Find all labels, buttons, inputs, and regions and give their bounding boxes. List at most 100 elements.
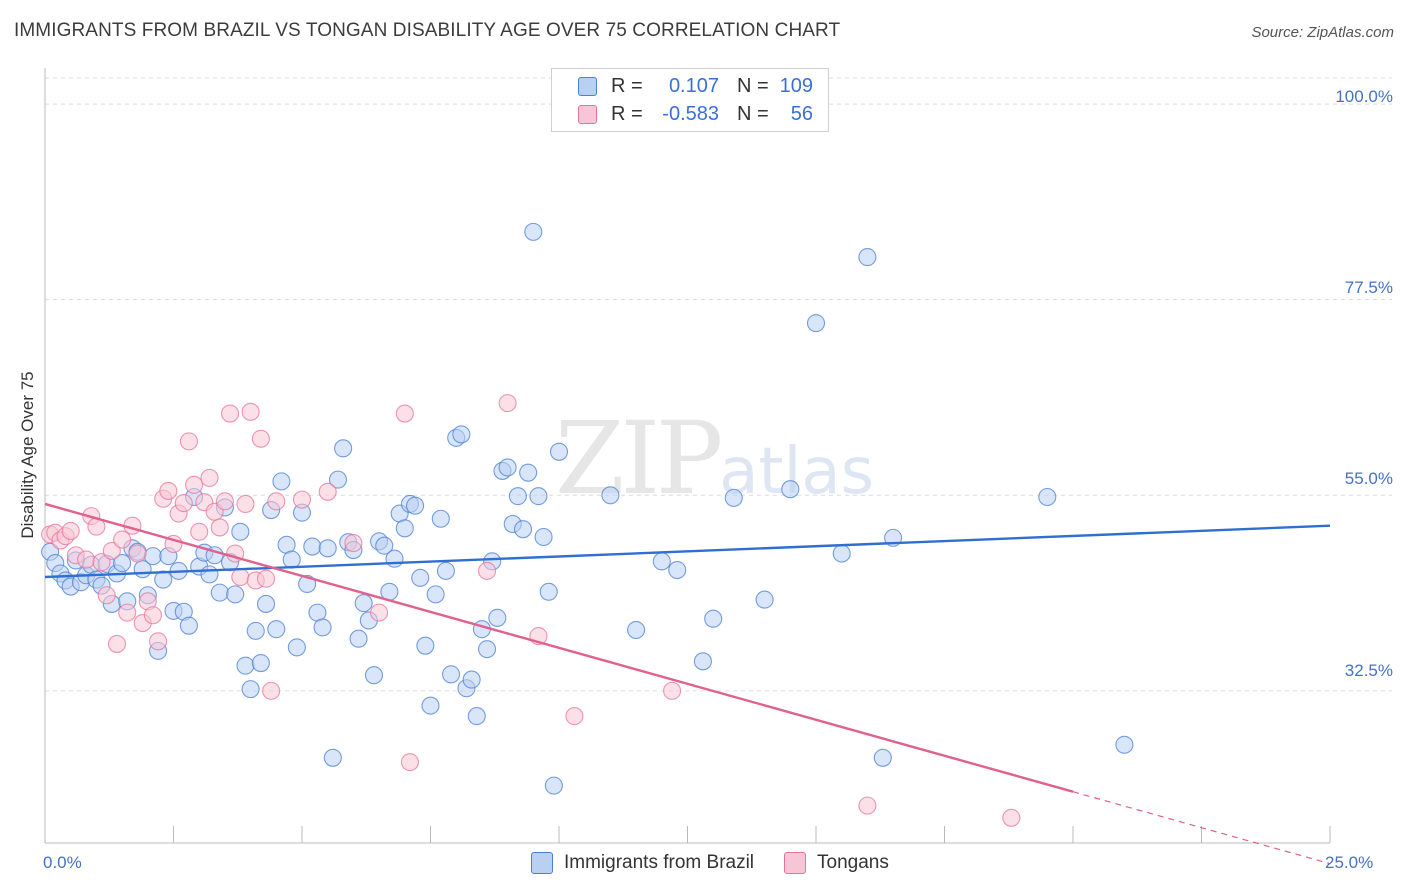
brazil-trend-line bbox=[44, 524, 1331, 579]
tongans-legend-swatch bbox=[784, 852, 807, 874]
brazil-point bbox=[806, 314, 826, 333]
tongans-point bbox=[92, 553, 111, 572]
stats-row-tongans: R = -0.583 N = 56 bbox=[578, 100, 813, 128]
tongans-point bbox=[370, 603, 389, 622]
brazil-point bbox=[375, 536, 394, 555]
tongans-point bbox=[262, 681, 281, 700]
watermark-zip: ZIP bbox=[555, 400, 723, 517]
tongans-point bbox=[565, 707, 584, 726]
tongans-point bbox=[77, 550, 96, 569]
brazil-point bbox=[513, 520, 533, 539]
tongans-swatch bbox=[578, 104, 597, 124]
n-label: N = bbox=[737, 102, 769, 125]
brazil-point bbox=[113, 554, 132, 573]
n-value: 56 bbox=[790, 102, 813, 125]
brazil-point bbox=[364, 666, 384, 685]
brazil-point bbox=[236, 656, 255, 675]
brazil-point bbox=[724, 488, 743, 507]
tongans-point bbox=[97, 586, 116, 605]
tongans-point bbox=[200, 468, 219, 487]
brazil-point bbox=[693, 652, 712, 671]
brazil-point bbox=[328, 470, 348, 489]
brazil-point bbox=[781, 480, 800, 499]
x-tick-label-max: 25.0% bbox=[1325, 853, 1374, 872]
brazil-point bbox=[529, 487, 548, 506]
brazil-point bbox=[431, 509, 450, 528]
legend-label-tongans: Tongans bbox=[817, 852, 889, 873]
brazil-point bbox=[544, 776, 563, 795]
tongans-point bbox=[267, 492, 286, 511]
brazil-point bbox=[524, 222, 543, 241]
brazil-point bbox=[226, 585, 245, 604]
brazil-point bbox=[498, 458, 517, 477]
tongans-point bbox=[128, 544, 147, 563]
tongans-point bbox=[102, 541, 121, 560]
brazil-swatch bbox=[578, 76, 597, 96]
brazil-point bbox=[411, 568, 430, 587]
watermark-atlas: atlas bbox=[719, 435, 874, 509]
brazil-point bbox=[652, 552, 671, 571]
brazil-point bbox=[539, 582, 558, 601]
tongans-point bbox=[251, 429, 270, 448]
brazil-point bbox=[755, 590, 774, 609]
brazil-point bbox=[406, 496, 425, 515]
y-tick-label: 32.5% bbox=[1344, 661, 1393, 680]
brazil-point bbox=[385, 549, 404, 568]
tongans-point bbox=[174, 494, 193, 513]
brazil-point bbox=[832, 544, 851, 563]
brazil-point bbox=[272, 472, 291, 491]
source-label: Source: ZipAtlas.com bbox=[1251, 24, 1394, 41]
tongans-point bbox=[61, 521, 80, 540]
brazil-point bbox=[858, 248, 877, 267]
tongans-trend-line bbox=[44, 502, 1074, 793]
tongans-point bbox=[179, 432, 198, 451]
tongans-point bbox=[858, 796, 877, 815]
brazil-point bbox=[287, 638, 306, 657]
brazil-point bbox=[241, 680, 260, 699]
tongans-point bbox=[149, 632, 168, 651]
brazil-point bbox=[452, 425, 471, 444]
legend-label-brazil: Immigrants from Brazil bbox=[564, 852, 755, 873]
brazil-point bbox=[246, 621, 265, 640]
tongans-point bbox=[220, 404, 240, 423]
legend-item-tongans: Tongans bbox=[784, 852, 889, 874]
tongans-point bbox=[477, 561, 497, 580]
brazil-point bbox=[549, 442, 569, 461]
y-axis-title: Disability Age Over 75 bbox=[18, 371, 37, 539]
brazil-point bbox=[477, 640, 497, 659]
tongans-point bbox=[236, 494, 255, 514]
tongans-point bbox=[210, 518, 229, 537]
tongans-point bbox=[118, 603, 137, 622]
brazil-point bbox=[395, 519, 414, 538]
brazil-point bbox=[519, 463, 538, 482]
brazil-point bbox=[436, 561, 455, 580]
tongans-point bbox=[143, 606, 162, 625]
n-value: 109 bbox=[779, 74, 813, 97]
brazil-point bbox=[1115, 735, 1134, 754]
brazil-point bbox=[267, 620, 286, 639]
brazil-point bbox=[442, 665, 461, 684]
tongans-point bbox=[190, 522, 209, 541]
stats-legend: R = 0.107 N = 109 R = -0.583 N = 56 bbox=[551, 68, 829, 132]
brazil-point bbox=[354, 594, 373, 613]
brazil-point bbox=[282, 550, 301, 569]
tongans-point bbox=[231, 567, 250, 587]
tongans-point bbox=[498, 394, 517, 413]
tongans-point bbox=[344, 534, 363, 553]
stats-row-brazil: R = 0.107 N = 109 bbox=[578, 72, 813, 100]
tongans-point bbox=[107, 634, 127, 653]
brazil-point bbox=[231, 522, 250, 541]
r-label: R = bbox=[611, 102, 643, 125]
brazil-point bbox=[256, 594, 276, 613]
brazil-point bbox=[601, 486, 620, 505]
tongans-point bbox=[185, 475, 204, 494]
brazil-point bbox=[488, 608, 507, 627]
brazil-point bbox=[873, 748, 892, 767]
r-label: R = bbox=[611, 74, 643, 97]
brazil-legend-swatch bbox=[531, 852, 553, 874]
brazil-point bbox=[508, 487, 527, 506]
chart-title: IMMIGRANTS FROM BRAZIL VS TONGAN DISABIL… bbox=[14, 20, 841, 41]
tongans-point bbox=[159, 481, 178, 500]
brazil-point bbox=[179, 616, 198, 635]
